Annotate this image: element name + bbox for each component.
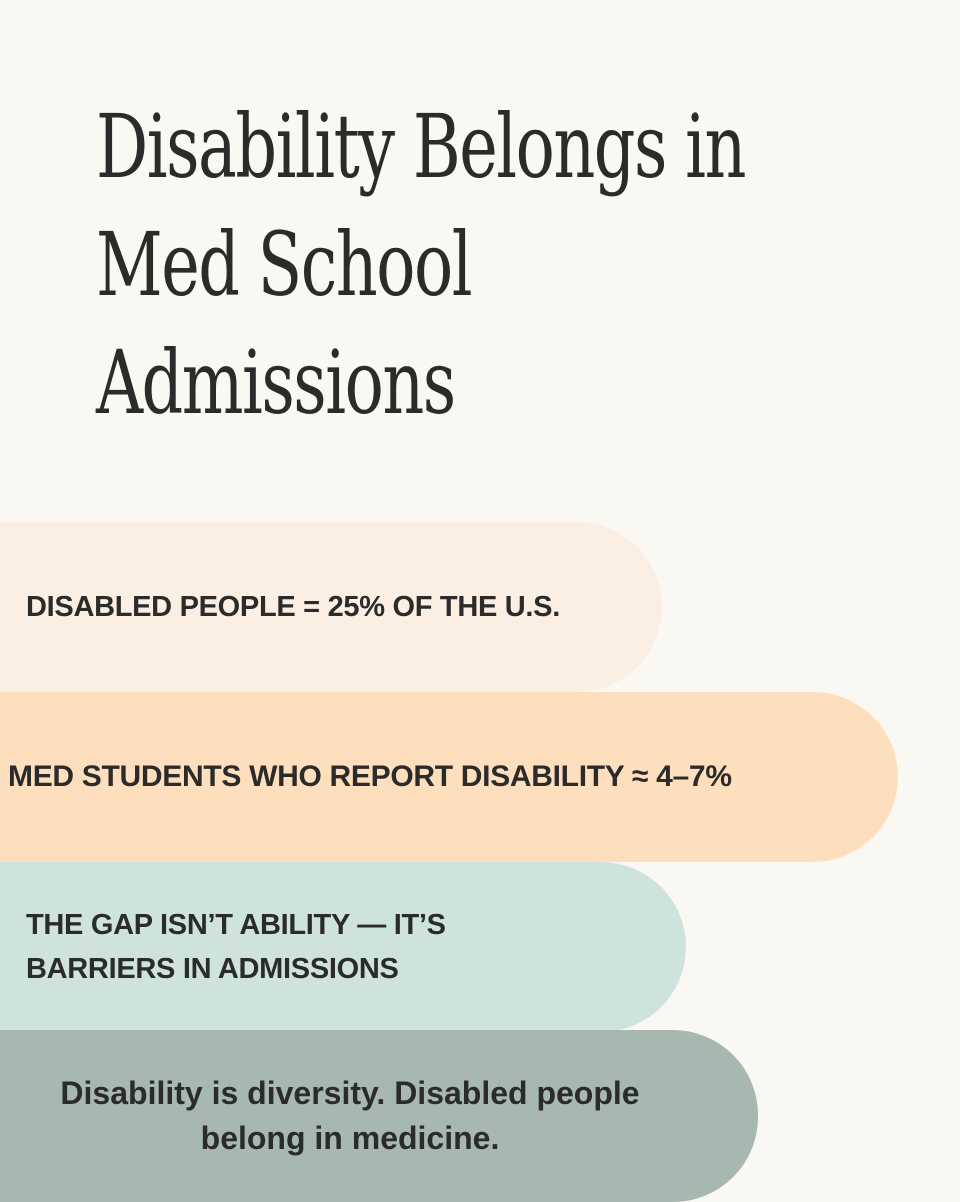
title-line-2: Med School [96, 213, 473, 316]
stat-card-line: THE GAP ISN’T ABILITY — IT’S [26, 909, 446, 941]
closing-statement-line: Disability is diversity. Disabled people [60, 1075, 640, 1111]
page-title: Disability Belongs in Med School Admissi… [96, 88, 746, 442]
closing-statement-line: belong in medicine. [200, 1120, 500, 1156]
closing-statement-card: Disability is diversity. Disabled people… [0, 1030, 758, 1202]
closing-statement-text: Disability is diversity. Disabled people… [0, 1071, 700, 1161]
stat-card-text: MED STUDENTS WHO REPORT DISABILITY ≈ 4–7… [8, 760, 732, 793]
stat-card-text: THE GAP ISN’T ABILITY — IT’S BARRIERS IN… [0, 903, 446, 991]
stat-card-disabled-population: DISABLED PEOPLE = 25% OF THE U.S. [0, 522, 662, 692]
stat-card-text: DISABLED PEOPLE = 25% OF THE U.S. [26, 590, 560, 623]
stat-card-gap: THE GAP ISN’T ABILITY — IT’S BARRIERS IN… [0, 862, 686, 1032]
title-line-1: Disability Belongs in [96, 95, 746, 198]
stat-card-med-students: MED STUDENTS WHO REPORT DISABILITY ≈ 4–7… [0, 692, 898, 862]
stat-card-line: BARRIERS IN ADMISSIONS [26, 953, 399, 985]
title-line-3: Admissions [96, 331, 456, 434]
